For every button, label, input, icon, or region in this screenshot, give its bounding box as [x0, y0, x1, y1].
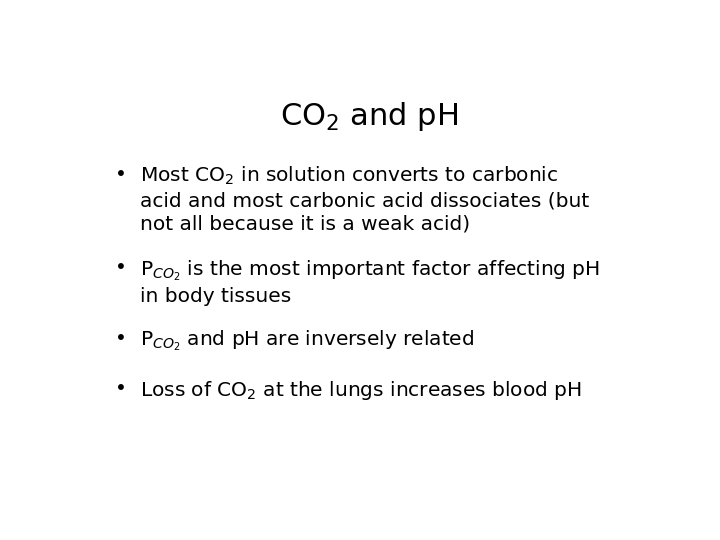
Text: •: •	[114, 379, 127, 398]
Text: •: •	[114, 329, 127, 348]
Text: P$_{CO_2}$ and pH are inversely related: P$_{CO_2}$ and pH are inversely related	[140, 329, 474, 354]
Text: CO$_2$ and pH: CO$_2$ and pH	[280, 100, 458, 133]
Text: P$_{CO_2}$ is the most important factor affecting pH
in body tissues: P$_{CO_2}$ is the most important factor …	[140, 258, 600, 306]
Text: Loss of CO$_2$ at the lungs increases blood pH: Loss of CO$_2$ at the lungs increases bl…	[140, 379, 582, 402]
Text: Most CO$_2$ in solution converts to carbonic
acid and most carbonic acid dissoci: Most CO$_2$ in solution converts to carb…	[140, 165, 590, 234]
Text: •: •	[114, 258, 127, 277]
Text: •: •	[114, 165, 127, 184]
